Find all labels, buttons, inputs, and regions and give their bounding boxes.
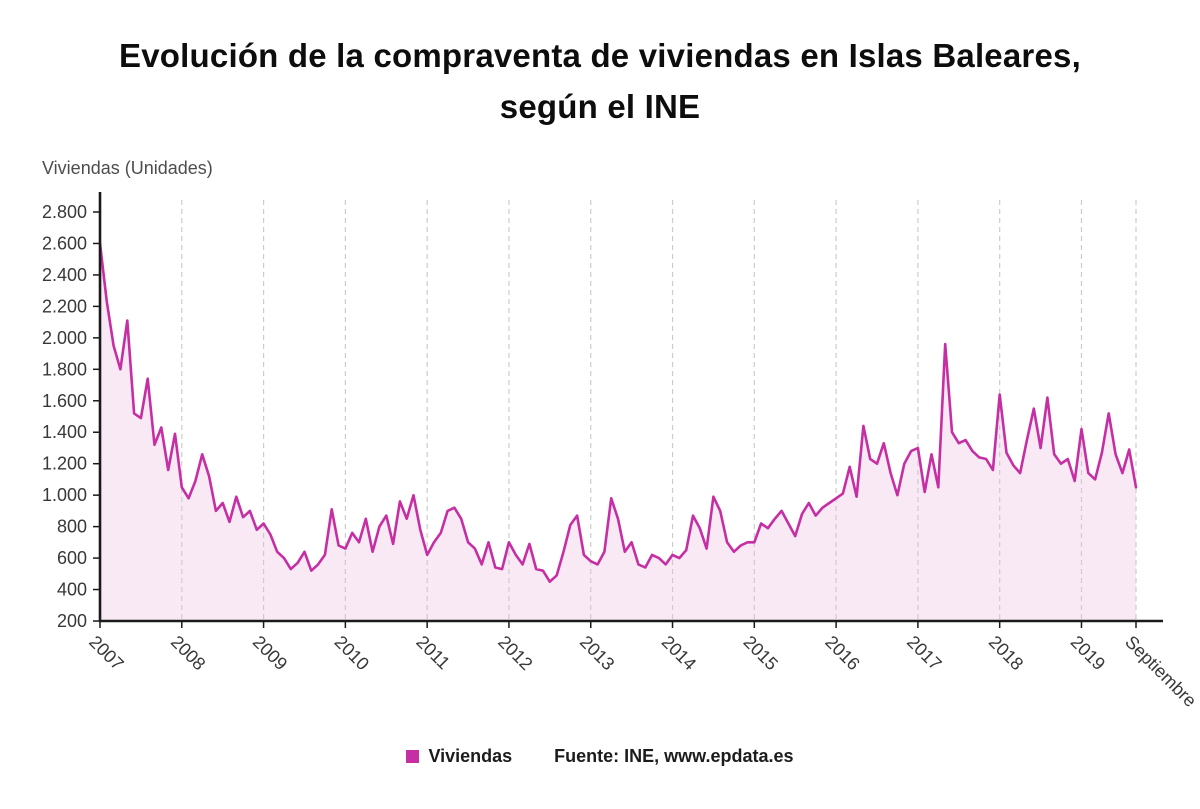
- y-axis-label: 800: [57, 517, 87, 537]
- x-axis-label: 2017: [903, 632, 945, 674]
- y-axis-label: 1.400: [42, 422, 87, 442]
- y-axis-label: 400: [57, 580, 87, 600]
- chart-title-line2: según el INE: [499, 88, 701, 126]
- x-axis-label: 2009: [249, 632, 291, 674]
- x-axis-label: 2007: [85, 632, 127, 674]
- y-axis-label: 2.600: [42, 233, 87, 253]
- x-axis-label: 2011: [412, 632, 454, 674]
- y-axis-label: 2.400: [42, 265, 87, 285]
- x-axis-label: 2016: [821, 632, 863, 674]
- legend-item-viviendas[interactable]: Viviendas: [406, 746, 512, 767]
- legend-label: Viviendas: [428, 746, 513, 766]
- x-axis-label: 2008: [167, 632, 209, 674]
- x-axis-label: 2013: [576, 632, 618, 674]
- chart-title-line1: Evolución de la compraventa de viviendas…: [119, 37, 1081, 74]
- x-axis-label: 2010: [331, 632, 373, 674]
- y-axis-label: 1.800: [42, 359, 87, 379]
- x-axis-label: 2012: [494, 632, 536, 674]
- y-axis-label: 1.000: [42, 485, 87, 505]
- x-axis-label: Septiembre: [1121, 632, 1200, 711]
- series-area-fill: [100, 243, 1136, 621]
- source-attribution: Fuente: INE, www.epdata.es: [554, 746, 794, 766]
- y-axis-label: 2.800: [42, 202, 87, 222]
- x-axis-label: 2018: [985, 632, 1027, 674]
- y-axis-label: 200: [57, 611, 87, 631]
- series-line-viviendas: [98, 242, 1138, 583]
- y-axis-title: Viviendas (Unidades): [42, 158, 213, 178]
- x-axis-label: 2019: [1067, 632, 1109, 674]
- x-axis-label: 2015: [739, 632, 781, 674]
- y-axis-label: 1.200: [42, 454, 87, 474]
- chart-title: Evolución de la compraventa de viviendas…: [20, 30, 1180, 132]
- legend: Viviendas Fuente: INE, www.epdata.es: [0, 746, 1200, 767]
- y-axis-label: 2.000: [42, 328, 87, 348]
- x-axis-label: 2014: [658, 632, 700, 674]
- legend-swatch-icon: [406, 750, 420, 763]
- y-axis-label: 1.600: [42, 391, 87, 411]
- y-axis-label: 600: [57, 548, 87, 568]
- y-axis-label: 2.200: [42, 296, 87, 316]
